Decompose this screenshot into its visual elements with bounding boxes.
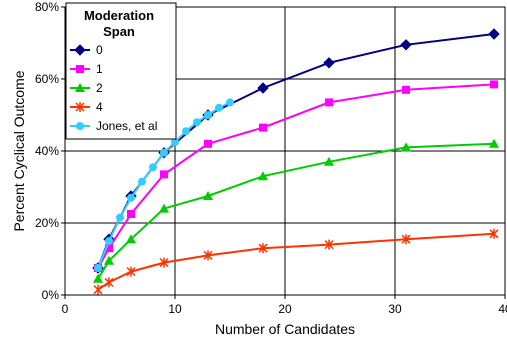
data-point <box>105 237 113 245</box>
data-point <box>324 239 334 250</box>
data-point <box>182 127 190 136</box>
legend-item-1: 1 <box>70 62 103 76</box>
legend-label: 4 <box>96 100 103 114</box>
y-tick-label: 40% <box>35 144 59 158</box>
data-point <box>127 210 135 218</box>
legend-item-2: 2 <box>70 81 103 95</box>
series-3 <box>93 228 499 295</box>
legend-swatch-marker <box>75 102 85 112</box>
data-point <box>325 98 333 107</box>
x-tick-label: 10 <box>168 302 182 316</box>
y-tick-label: 20% <box>35 216 59 230</box>
y-tick-label: 60% <box>35 72 59 86</box>
legend-title-line2: Span <box>103 24 135 39</box>
data-point <box>149 163 157 172</box>
data-point <box>116 213 124 222</box>
series-line <box>97 232 495 291</box>
legend-label: 2 <box>96 81 103 95</box>
legend-label: 0 <box>96 43 103 57</box>
series-4 <box>94 98 234 272</box>
data-point <box>226 98 234 107</box>
axis-ticks: 0102030400%20%40%60%80% <box>35 0 507 316</box>
data-point <box>490 80 498 89</box>
data-point <box>401 234 411 245</box>
legend-swatch-marker <box>76 65 84 73</box>
data-point <box>105 244 113 253</box>
x-tick-label: 30 <box>388 302 402 316</box>
y-tick-label: 0% <box>42 288 60 302</box>
data-point <box>402 85 410 94</box>
data-point <box>489 228 499 239</box>
data-point <box>401 142 411 152</box>
data-point <box>215 103 223 112</box>
x-tick-label: 0 <box>62 302 69 316</box>
data-point <box>257 82 269 94</box>
x-tick-label: 20 <box>278 302 292 316</box>
data-point <box>489 138 499 148</box>
data-point <box>138 177 146 186</box>
series-2 <box>93 138 499 283</box>
data-point <box>324 156 334 166</box>
data-point <box>94 264 102 272</box>
data-point <box>159 203 169 213</box>
legend-items: 0 1 2 4 Jones, et al <box>70 43 157 133</box>
data-point <box>258 171 268 181</box>
legend-item-3: 4 <box>70 100 103 114</box>
data-point <box>204 139 212 148</box>
data-point <box>193 118 201 127</box>
data-point <box>203 191 213 200</box>
legend: Moderation Span 0 1 2 4 Jones, et al <box>65 2 177 140</box>
data-point <box>160 170 168 179</box>
data-point <box>258 243 268 254</box>
data-point <box>171 138 179 146</box>
legend-label: Jones, et al <box>96 119 157 133</box>
y-axis-title: Percent Cyclical Outcome <box>11 70 27 231</box>
data-point <box>93 273 103 283</box>
x-axis-title: Number of Candidates <box>215 321 355 337</box>
data-point <box>104 255 114 265</box>
data-point <box>127 193 135 202</box>
data-point <box>400 39 412 51</box>
legend-label: 1 <box>96 62 103 76</box>
series-layer <box>92 28 500 295</box>
data-point <box>93 284 103 295</box>
data-point <box>126 234 136 244</box>
data-point <box>159 257 169 268</box>
data-point <box>204 111 212 119</box>
data-point <box>160 148 168 157</box>
data-point <box>203 250 213 261</box>
data-point <box>323 57 335 69</box>
legend-swatch-marker <box>76 122 84 130</box>
y-tick-label: 80% <box>35 0 59 14</box>
data-point <box>488 28 500 40</box>
legend-item-0: 0 <box>70 43 103 57</box>
x-tick-label: 40 <box>498 302 507 316</box>
series-line <box>97 142 495 280</box>
legend-swatch-marker <box>74 44 86 56</box>
data-point <box>259 123 267 132</box>
legend-title-line1: Moderation <box>84 8 154 23</box>
data-point <box>126 266 136 277</box>
data-point <box>104 277 114 288</box>
legend-swatch-marker <box>75 83 85 92</box>
legend-box <box>65 2 177 140</box>
legend-item-4: Jones, et al <box>70 119 157 133</box>
